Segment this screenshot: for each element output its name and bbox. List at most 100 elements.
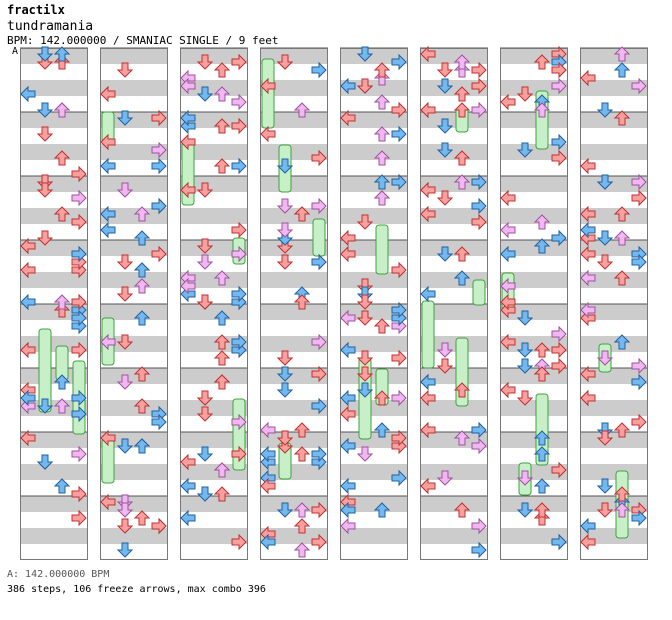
left-arrow-note [580, 365, 596, 383]
left-arrow-note [420, 421, 436, 439]
down-arrow-note [436, 118, 454, 134]
down-arrow-note [596, 174, 614, 190]
up-arrow-note [293, 102, 311, 118]
beat-stripe [340, 144, 408, 160]
up-arrow-note [293, 502, 311, 518]
beat-stripe [180, 80, 248, 96]
down-arrow-note [596, 254, 614, 270]
right-arrow-note [151, 141, 167, 159]
down-arrow-note [516, 358, 534, 374]
chart-column [340, 47, 408, 560]
left-arrow-note [420, 477, 436, 495]
left-arrow-note [100, 205, 116, 223]
down-arrow-note [516, 86, 534, 102]
beat-stripe [100, 240, 168, 256]
right-arrow-note [391, 429, 407, 447]
up-arrow-note [213, 86, 231, 102]
up-arrow-note [453, 150, 471, 166]
down-arrow-note [276, 382, 294, 398]
right-arrow-note [311, 149, 327, 167]
up-arrow-note [293, 518, 311, 534]
right-arrow-note [151, 109, 167, 127]
beat-stripe [20, 464, 88, 480]
up-arrow-note [53, 46, 71, 62]
beat-stripe [420, 208, 488, 224]
freeze-arrow [535, 393, 549, 466]
right-arrow-note [231, 333, 247, 351]
left-arrow-note [500, 293, 516, 311]
left-arrow-note [420, 373, 436, 391]
beat-stripe [260, 48, 328, 64]
beat-stripe [180, 336, 248, 352]
beat-stripe [420, 48, 488, 64]
beat-stripe [180, 304, 248, 320]
up-arrow-note [453, 174, 471, 190]
up-arrow-note [213, 310, 231, 326]
beat-stripe [340, 432, 408, 448]
beat-stripe [500, 80, 568, 96]
freeze-arrow [472, 279, 486, 306]
beat-stripe [420, 528, 488, 544]
beat-stripe [580, 272, 648, 288]
beat-stripe [20, 112, 88, 128]
up-arrow-note [613, 230, 631, 246]
beat-stripe [340, 176, 408, 192]
left-arrow-note [580, 245, 596, 263]
left-arrow-note [420, 181, 436, 199]
right-arrow-note [231, 413, 247, 431]
beat-stripe [20, 432, 88, 448]
beat-stripe [100, 48, 168, 64]
down-arrow-note [356, 214, 374, 230]
right-arrow-note [71, 189, 87, 207]
up-arrow-note [213, 374, 231, 390]
beat-stripe [260, 112, 328, 128]
beat-stripe [180, 464, 248, 480]
beat-stripe [20, 80, 88, 96]
up-arrow-note [53, 374, 71, 390]
beat-stripe [100, 336, 168, 352]
left-arrow-note [20, 261, 36, 279]
up-arrow-note [133, 310, 151, 326]
right-arrow-note [311, 533, 327, 551]
left-arrow-note [580, 221, 596, 239]
left-arrow-note [420, 205, 436, 223]
up-arrow-note [53, 206, 71, 222]
up-arrow-note [613, 422, 631, 438]
beat-stripe [100, 80, 168, 96]
down-arrow-note [516, 470, 534, 486]
up-arrow-note [373, 502, 391, 518]
right-arrow-note [71, 341, 87, 359]
up-arrow-note [373, 190, 391, 206]
right-arrow-note [231, 245, 247, 263]
beat-stripe [260, 368, 328, 384]
beat-stripe [20, 144, 88, 160]
up-arrow-note [613, 46, 631, 62]
down-arrow-note [196, 446, 214, 462]
beat-stripe [180, 144, 248, 160]
left-arrow-note [580, 533, 596, 551]
up-arrow-note [213, 462, 231, 478]
beat-stripe [580, 464, 648, 480]
left-arrow-note [260, 125, 276, 143]
left-arrow-note [500, 189, 516, 207]
right-arrow-note [391, 261, 407, 279]
down-arrow-note [356, 294, 374, 310]
left-arrow-note [500, 93, 516, 111]
right-arrow-note [471, 541, 487, 559]
right-arrow-note [151, 157, 167, 175]
right-arrow-note [551, 229, 567, 247]
beat-stripe [260, 80, 328, 96]
beat-stripe [100, 400, 168, 416]
down-arrow-note [36, 182, 54, 198]
right-arrow-note [311, 501, 327, 519]
down-arrow-note [116, 518, 134, 534]
down-arrow-note [196, 86, 214, 102]
left-arrow-note [340, 501, 356, 519]
beat-stripe [100, 464, 168, 480]
up-arrow-note [453, 382, 471, 398]
beat-stripe [500, 464, 568, 480]
chart-column [500, 47, 568, 560]
left-arrow-note [260, 477, 276, 495]
right-arrow-note [551, 461, 567, 479]
left-arrow-note [340, 229, 356, 247]
